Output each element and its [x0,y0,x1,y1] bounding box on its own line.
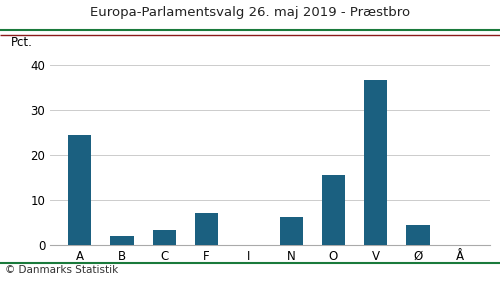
Bar [68,135,91,245]
Bar [280,217,303,245]
Text: © Danmarks Statistik: © Danmarks Statistik [5,265,118,275]
Bar [406,225,430,245]
Bar [152,230,176,245]
Bar [195,213,218,245]
Bar [364,80,388,245]
Bar [110,236,134,245]
Bar [322,175,345,245]
Text: Pct.: Pct. [10,36,32,49]
Text: Europa-Parlamentsvalg 26. maj 2019 - Præstbro: Europa-Parlamentsvalg 26. maj 2019 - Præ… [90,6,410,19]
